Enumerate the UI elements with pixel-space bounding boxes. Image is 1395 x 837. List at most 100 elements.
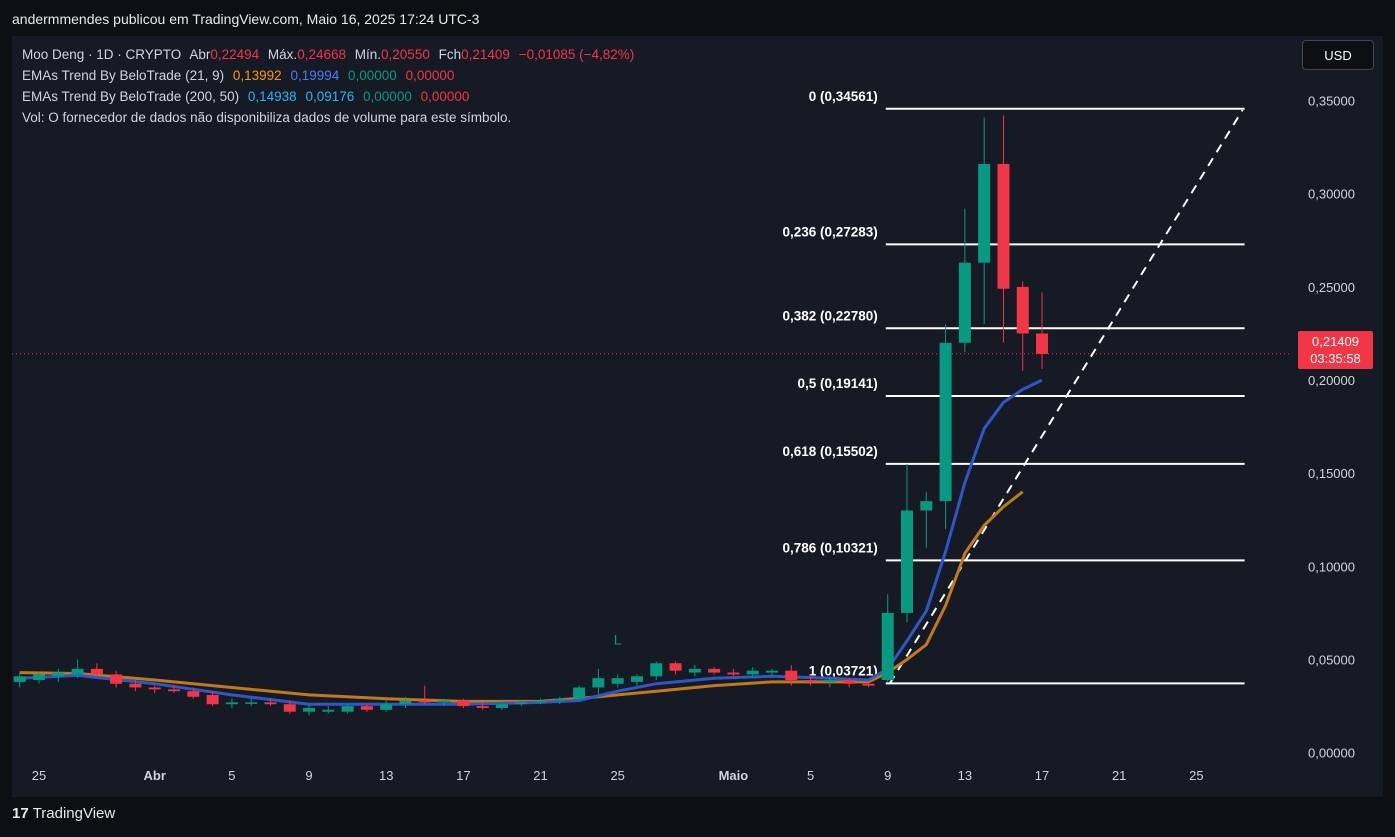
ema-slow-v3: 0,00000 bbox=[363, 89, 412, 104]
candle-body bbox=[110, 674, 123, 684]
y-tick-label: 0,20000 bbox=[1308, 373, 1355, 388]
candle-body bbox=[438, 700, 451, 703]
x-tick-label: 21 bbox=[1112, 768, 1126, 783]
candle-body bbox=[187, 691, 200, 697]
x-tick-label: 25 bbox=[32, 768, 46, 783]
x-tick-label: 5 bbox=[807, 768, 814, 783]
candle-body bbox=[823, 680, 836, 682]
x-tick-label: 5 bbox=[228, 768, 235, 783]
candle-body bbox=[765, 670, 778, 673]
tradingview-brand: TradingView bbox=[32, 805, 116, 822]
symbol-name[interactable]: Moo Deng · 1D · CRYPTO bbox=[22, 47, 182, 62]
publisher-bar: andermmendes publicou em TradingView.com… bbox=[0, 0, 1395, 36]
fib-level-label: 1 (0,03721) bbox=[809, 663, 878, 678]
x-tick-label: Abr bbox=[144, 768, 166, 783]
candle-body bbox=[515, 702, 528, 705]
candle-body bbox=[168, 689, 181, 692]
candle-body bbox=[1016, 286, 1029, 334]
y-tick-label: 0,00000 bbox=[1308, 746, 1355, 761]
ema-fast-v1: 0,13992 bbox=[232, 68, 282, 83]
open-value: 0,22494 bbox=[210, 47, 260, 62]
fib-trend-line bbox=[888, 109, 1244, 685]
ema-fast-legend-row[interactable]: EMAs Trend By BeloTrade (21, 9) 0,13992 … bbox=[22, 65, 639, 86]
candle-body bbox=[997, 163, 1010, 289]
last-price-value: 0,21409 bbox=[1312, 334, 1359, 349]
tradingview-footer[interactable]: 17 TradingView bbox=[12, 805, 115, 822]
close-value: 0,21409 bbox=[461, 47, 510, 62]
last-price-tag: 0,21409 03:35:58 bbox=[1298, 331, 1373, 369]
x-tick-label: 13 bbox=[958, 768, 972, 783]
candle-body bbox=[225, 702, 238, 705]
chart-legend: Moo Deng · 1D · CRYPTO Abr0,22494 Máx.0,… bbox=[22, 44, 639, 128]
x-tick-label: 9 bbox=[305, 768, 312, 783]
ema-fast-v4: 0,00000 bbox=[405, 68, 455, 83]
x-tick-label: 25 bbox=[610, 768, 624, 783]
volume-message: Vol: O fornecedor de dados não disponibi… bbox=[22, 110, 512, 125]
ema-fast-name[interactable]: EMAs Trend By BeloTrade (21, 9) bbox=[22, 68, 225, 83]
candle-body bbox=[380, 704, 393, 710]
close-label: Fch bbox=[438, 47, 462, 62]
open-label: Abr bbox=[189, 47, 211, 62]
candle-body bbox=[264, 702, 277, 705]
currency-button[interactable]: USD bbox=[1302, 40, 1374, 70]
candle-body bbox=[630, 676, 643, 682]
candle-body bbox=[573, 687, 586, 699]
candle-body bbox=[322, 709, 335, 712]
ema-slow-line bbox=[19, 490, 1024, 703]
x-tick-label: 17 bbox=[1035, 768, 1049, 783]
candle-body bbox=[727, 672, 740, 675]
candle-body bbox=[843, 680, 856, 684]
candle-body bbox=[534, 700, 547, 703]
candle-body bbox=[881, 612, 894, 681]
symbol-legend-row[interactable]: Moo Deng · 1D · CRYPTO Abr0,22494 Máx.0,… bbox=[22, 44, 639, 65]
candle-body bbox=[746, 670, 759, 675]
candle-body bbox=[303, 707, 316, 712]
candle-body bbox=[206, 694, 219, 705]
fib-level-label: 0,5 (0,19141) bbox=[797, 376, 877, 391]
candle-body bbox=[785, 670, 798, 681]
candle-body bbox=[804, 680, 817, 682]
candle-body bbox=[495, 704, 508, 708]
fib-level-label: 0 (0,34561) bbox=[809, 89, 878, 104]
ema-fast-v2: 0,19994 bbox=[290, 68, 340, 83]
ema-slow-v4: 0,00000 bbox=[420, 89, 470, 104]
tradingview-logo-icon: 17 bbox=[12, 805, 29, 822]
y-tick-label: 0,25000 bbox=[1308, 280, 1355, 295]
candle-body bbox=[129, 683, 142, 688]
ema-fast-line bbox=[19, 378, 1043, 706]
low-value: 0,20550 bbox=[381, 47, 430, 62]
candle-body bbox=[958, 262, 971, 343]
y-tick-label: 0,35000 bbox=[1308, 94, 1355, 109]
candle-body bbox=[901, 510, 914, 613]
candle-body bbox=[553, 698, 566, 701]
candle-body bbox=[978, 163, 991, 263]
x-tick-label: 13 bbox=[379, 768, 393, 783]
y-tick-label: 0,05000 bbox=[1308, 653, 1355, 668]
fib-level-label: 0,382 (0,22780) bbox=[782, 308, 877, 323]
y-tick-label: 0,10000 bbox=[1308, 559, 1355, 574]
ema-slow-v1: 0,14938 bbox=[247, 89, 297, 104]
candle-body bbox=[360, 706, 373, 710]
candle-body bbox=[148, 687, 161, 690]
candle-body bbox=[90, 668, 103, 675]
candle-body bbox=[939, 342, 952, 502]
candle-body bbox=[650, 663, 663, 677]
price-chart[interactable]: 0,00000 0,05000 0,10000 0,15000 0,20000 0,250… bbox=[12, 36, 1383, 797]
candle-body bbox=[592, 678, 605, 688]
candle-body bbox=[708, 668, 721, 673]
candle-body bbox=[13, 676, 26, 682]
candle-body bbox=[862, 683, 875, 686]
change-value: −0,01085 (−4,82%) bbox=[518, 47, 635, 62]
candle-body bbox=[52, 672, 65, 677]
fib-level-label: 0,618 (0,15502) bbox=[782, 444, 877, 459]
x-tick-label: 21 bbox=[533, 768, 547, 783]
candle-body bbox=[341, 706, 354, 712]
candle-body bbox=[245, 702, 258, 704]
candle-body bbox=[688, 668, 701, 673]
ema-slow-legend-row[interactable]: EMAs Trend By BeloTrade (200, 50) 0,1493… bbox=[22, 86, 639, 107]
candle-body bbox=[611, 678, 624, 684]
chart-panel[interactable]: 0,00000 0,05000 0,10000 0,15000 0,20000 0,250… bbox=[12, 36, 1383, 797]
ema-slow-name[interactable]: EMAs Trend By BeloTrade (200, 50) bbox=[22, 89, 240, 104]
candle-body bbox=[399, 700, 412, 705]
bar-countdown: 03:35:58 bbox=[1310, 351, 1361, 366]
